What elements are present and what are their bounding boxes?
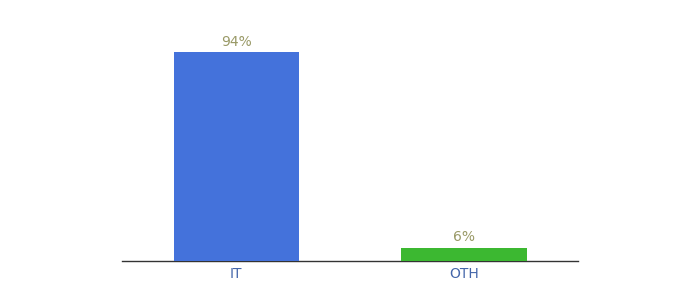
Text: 6%: 6% (453, 230, 475, 244)
Bar (173, 52, 299, 261)
Text: 94%: 94% (221, 35, 252, 49)
Bar (401, 248, 527, 261)
